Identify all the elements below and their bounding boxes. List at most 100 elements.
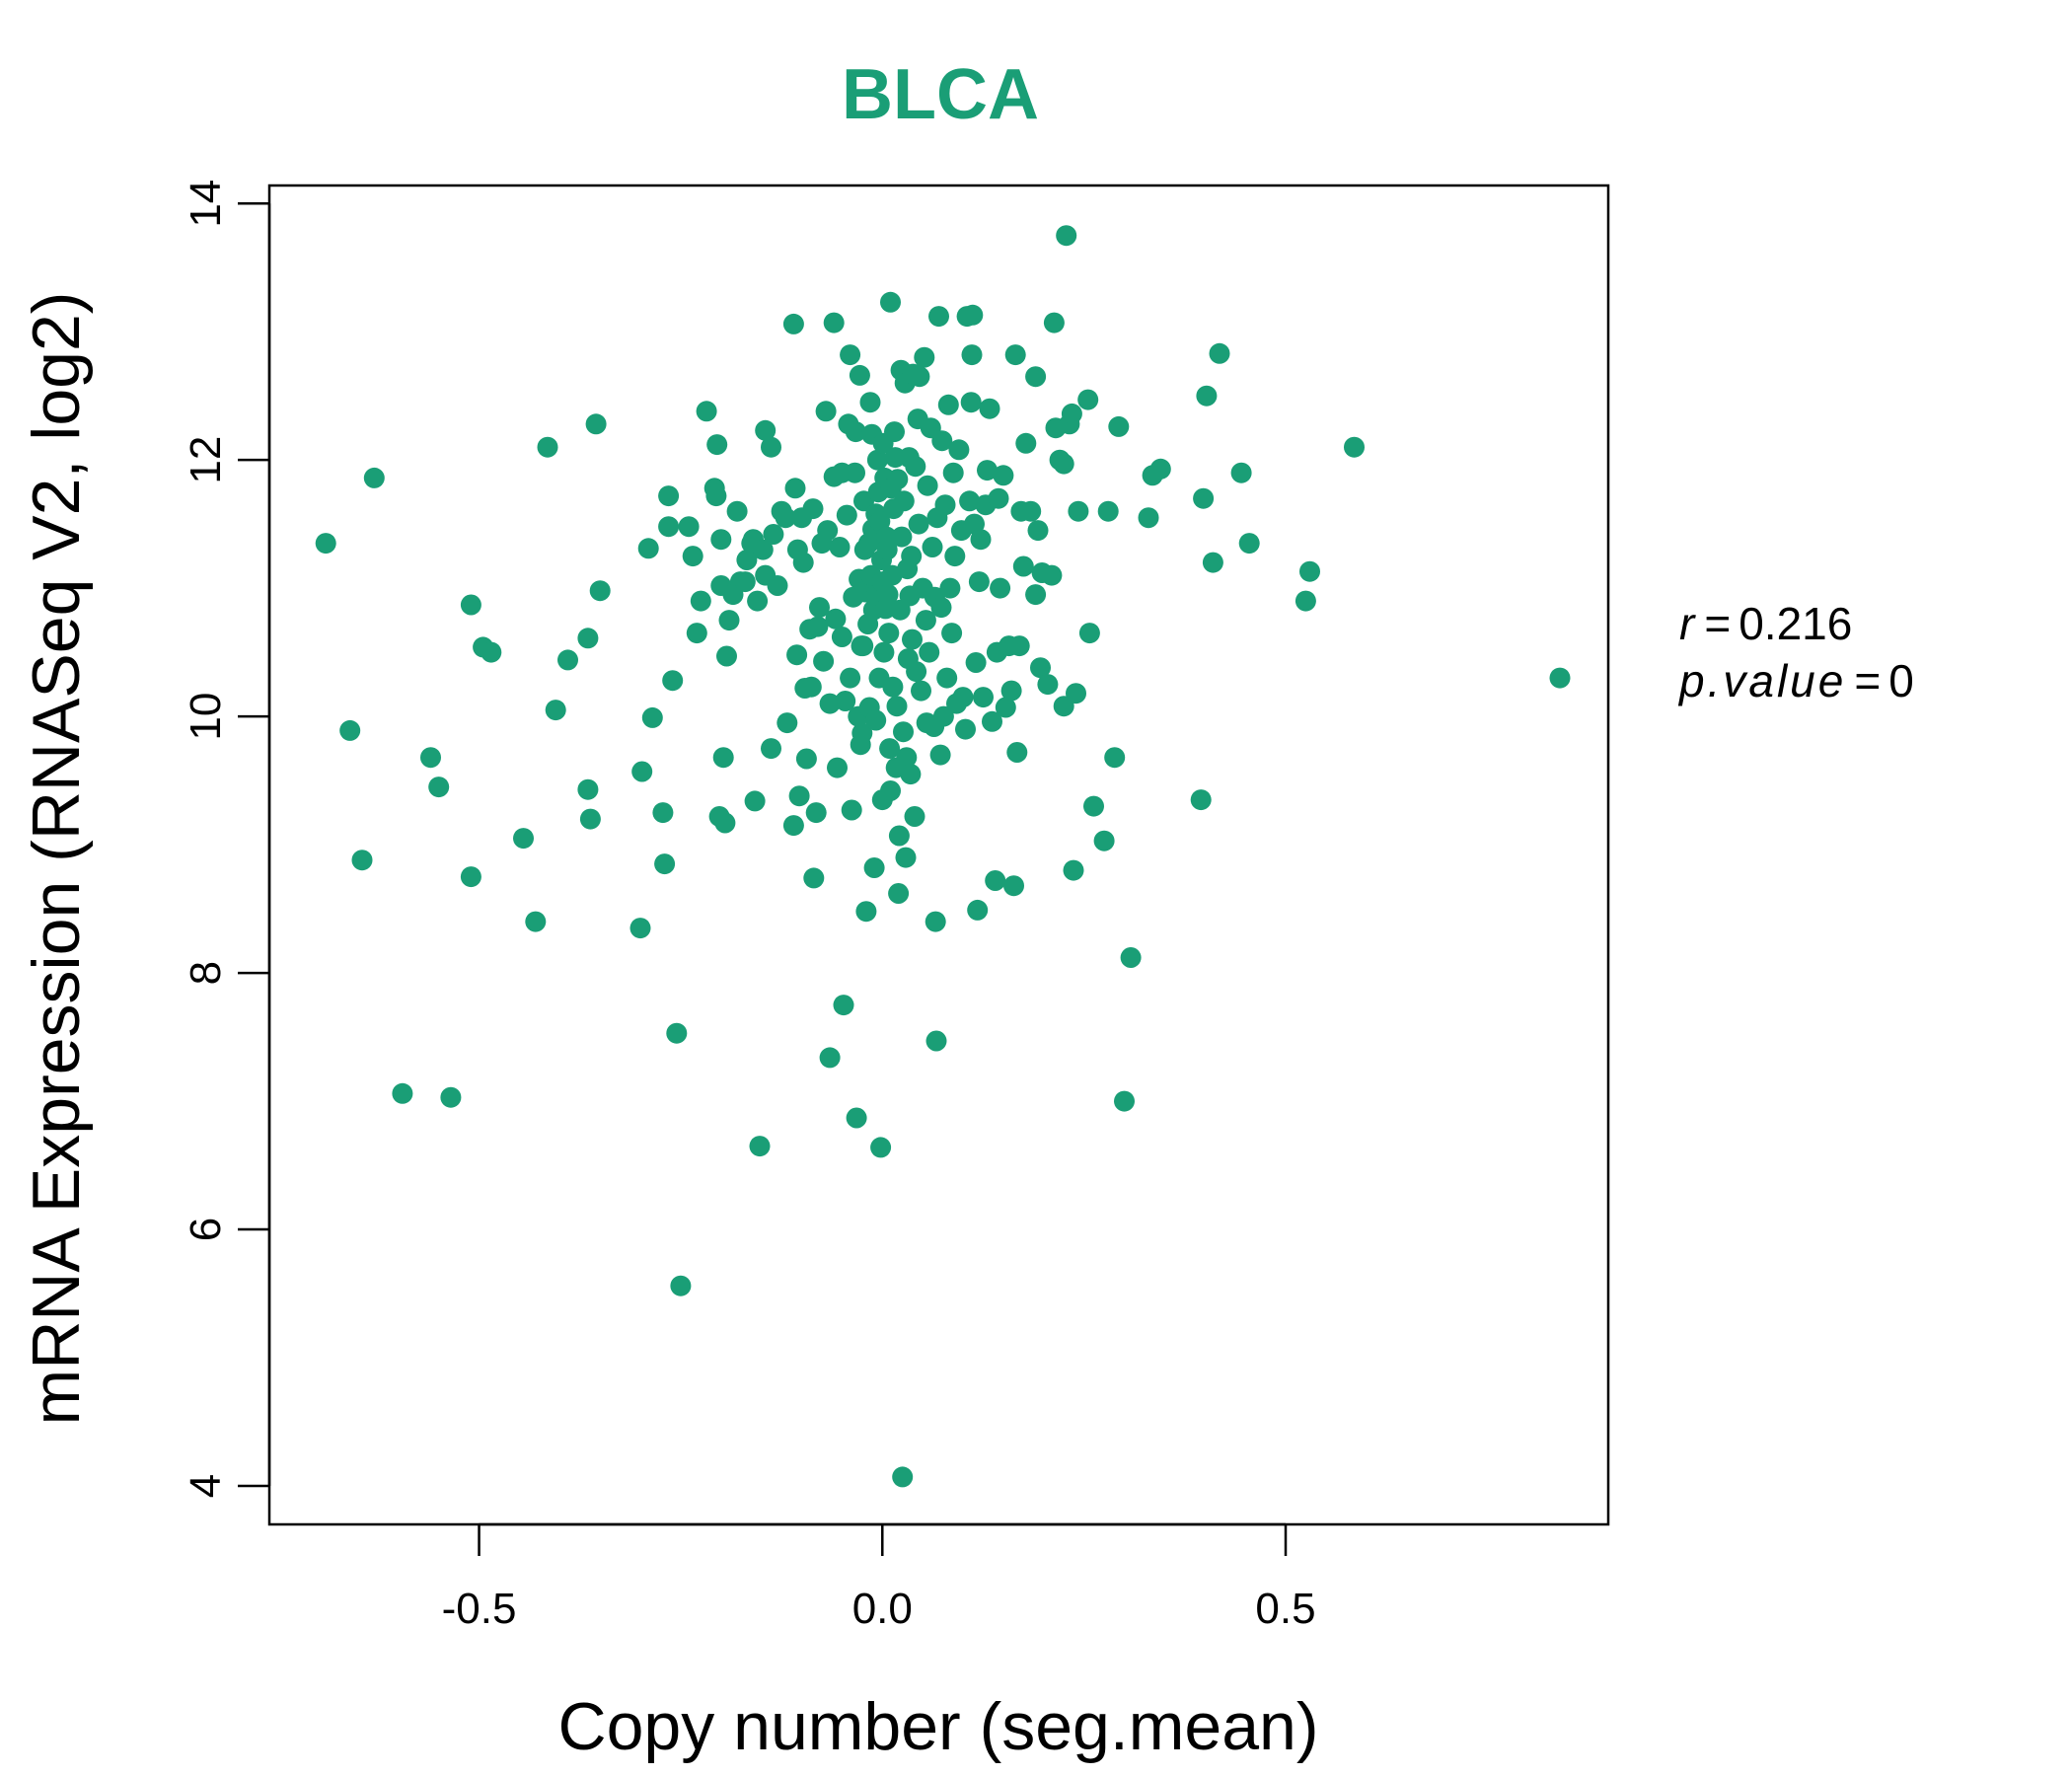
- data-point: [1013, 556, 1034, 577]
- data-point: [807, 617, 828, 637]
- data-point: [420, 747, 441, 768]
- data-point: [824, 313, 845, 333]
- data-point: [546, 700, 566, 720]
- data-point: [1025, 584, 1046, 605]
- data-point: [993, 465, 1013, 485]
- x-tick-label: 0.5: [1255, 1585, 1315, 1633]
- data-point: [683, 546, 703, 566]
- data-point: [1121, 947, 1142, 968]
- data-point: [1094, 831, 1115, 851]
- data-point: [352, 850, 373, 870]
- data-point: [1079, 623, 1100, 643]
- data-point: [785, 478, 806, 498]
- data-point: [939, 578, 960, 599]
- data-point: [1020, 501, 1041, 522]
- data-point: [973, 687, 994, 707]
- data-point: [1210, 343, 1230, 364]
- data-point: [887, 696, 908, 716]
- data-point: [1044, 313, 1065, 333]
- data-point: [1139, 507, 1159, 528]
- data-point: [990, 578, 1010, 599]
- data-point: [825, 609, 846, 629]
- data-point: [919, 642, 939, 663]
- y-tick-label: 8: [182, 961, 230, 985]
- data-point: [691, 591, 711, 612]
- data-point: [832, 627, 852, 647]
- data-point: [638, 538, 659, 558]
- plot-frame: [269, 185, 1608, 1524]
- x-tick-label: -0.5: [442, 1585, 517, 1633]
- data-point: [967, 900, 988, 921]
- data-point: [481, 642, 501, 663]
- data-point: [557, 649, 578, 670]
- data-point: [642, 707, 663, 728]
- data-point: [735, 571, 756, 592]
- data-point: [955, 719, 976, 740]
- data-point: [1550, 668, 1571, 689]
- data-point: [783, 815, 804, 836]
- data-point: [971, 529, 992, 550]
- data-point: [985, 870, 1005, 891]
- data-point: [931, 597, 952, 618]
- data-point: [925, 912, 946, 932]
- data-point: [801, 677, 822, 698]
- p-label: p.value: [1677, 655, 1846, 706]
- data-point: [880, 780, 901, 801]
- y-tick-label: 10: [182, 693, 230, 741]
- data-point: [716, 646, 737, 667]
- x-axis-label: Copy number (seg.mean): [557, 1689, 1318, 1764]
- data-point: [888, 883, 909, 904]
- data-point: [786, 644, 807, 665]
- data-point: [936, 668, 957, 689]
- data-point: [962, 305, 983, 326]
- data-point: [1108, 416, 1129, 437]
- data-point: [905, 456, 925, 477]
- y-axis-label: mRNA Expression (RNASeq V2, log2): [19, 292, 94, 1426]
- data-point: [513, 828, 534, 849]
- data-point: [989, 488, 1009, 509]
- data-point: [900, 764, 921, 784]
- data-point: [1009, 635, 1030, 656]
- data-point: [339, 720, 360, 741]
- data-point: [747, 591, 768, 612]
- data-point: [878, 623, 899, 643]
- data-point: [852, 635, 873, 656]
- data-point: [316, 533, 336, 554]
- data-point: [948, 439, 969, 460]
- data-points: [316, 225, 1571, 1487]
- data-point: [763, 524, 783, 545]
- data-point: [816, 401, 837, 421]
- data-point: [893, 721, 914, 742]
- data-point: [830, 537, 851, 557]
- data-point: [820, 1047, 841, 1068]
- data-point: [911, 681, 931, 702]
- y-axis: 4 6 8 10 12 14: [182, 180, 269, 1499]
- data-point: [1001, 681, 1022, 702]
- data-point: [796, 749, 817, 770]
- y-tick-label: 4: [182, 1474, 230, 1498]
- y-tick-label: 6: [182, 1218, 230, 1241]
- data-point: [961, 392, 982, 412]
- data-point: [1025, 366, 1046, 387]
- data-point: [889, 826, 910, 847]
- data-point: [969, 571, 990, 592]
- data-point: [768, 575, 788, 596]
- data-point: [1028, 520, 1049, 541]
- correlation-stats: r = 0.216 p.value = 0: [1677, 598, 1914, 706]
- data-point: [1203, 553, 1223, 573]
- data-point: [806, 802, 827, 823]
- data-point: [860, 392, 881, 412]
- data-point: [761, 738, 781, 759]
- data-point: [944, 546, 965, 566]
- data-point: [1193, 488, 1214, 509]
- data-point: [873, 642, 894, 663]
- data-point: [630, 918, 651, 938]
- r-stat: r = 0.216: [1679, 598, 1852, 649]
- data-point: [577, 628, 598, 648]
- data-point: [525, 912, 546, 932]
- data-point: [1077, 390, 1098, 410]
- data-point: [918, 476, 938, 496]
- p-value: 0: [1888, 655, 1914, 706]
- data-point: [1066, 683, 1086, 703]
